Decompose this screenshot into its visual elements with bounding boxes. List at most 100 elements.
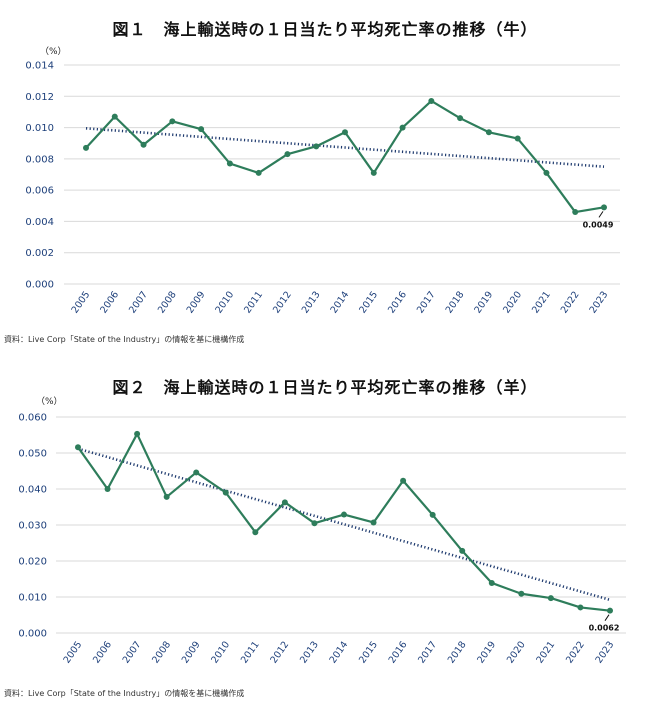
data-point [134, 430, 141, 437]
data-point [83, 144, 89, 151]
data-point [459, 547, 466, 554]
y-tick-label: 0.006 [25, 186, 54, 197]
data-point [255, 169, 262, 176]
data-point [226, 160, 233, 167]
x-tick-label: 2008 [156, 289, 179, 315]
y-tick-label: 0.010 [25, 123, 54, 134]
data-point [400, 477, 407, 484]
data-point [75, 444, 81, 451]
chart-title: 図２ 海上輸送時の１日当たり平均死亡率の推移（羊） [112, 378, 538, 397]
data-point [198, 126, 205, 133]
y-tick-label: 0.008 [25, 154, 54, 165]
x-tick-label: 2008 [150, 639, 173, 665]
x-tick-label: 2018 [446, 639, 469, 665]
x-tick-label: 2020 [505, 639, 528, 665]
data-point [514, 135, 521, 142]
trend-line [85, 127, 605, 168]
y-tick-label: 0.004 [25, 217, 54, 228]
x-tick-label: 2022 [559, 289, 582, 315]
chart-title: 図１ 海上輸送時の１日当たり平均死亡率の推移（牛） [112, 20, 538, 39]
data-point [572, 209, 579, 216]
x-tick-label: 2011 [242, 289, 265, 315]
data-point [169, 118, 176, 125]
x-tick-label: 2012 [268, 639, 291, 665]
end-label-leader [604, 614, 610, 621]
data-point [547, 595, 554, 602]
x-tick-label: 2009 [185, 289, 208, 315]
data-point [543, 169, 550, 176]
x-tick-label: 2021 [534, 639, 557, 665]
source-note: 資料：Live Corp「State of the Industry」の情報を基… [4, 689, 245, 698]
y-tick-label: 0.060 [18, 413, 47, 424]
data-point [518, 590, 525, 597]
x-tick-label: 2019 [472, 289, 495, 315]
x-tick-label: 2015 [357, 639, 380, 665]
x-tick-label: 2013 [300, 289, 323, 315]
data-point [104, 486, 111, 492]
data-point [399, 124, 406, 131]
y-tick-label: 0.040 [18, 485, 47, 496]
y-tick-label: 0.000 [25, 280, 54, 291]
y-tick-label: 0.002 [25, 248, 54, 259]
x-tick-label: 2014 [328, 639, 351, 665]
data-point [577, 604, 584, 611]
data-point [429, 511, 436, 518]
data-point [311, 520, 318, 527]
x-tick-label: 2016 [386, 289, 409, 315]
end-value-label: 0.0062 [589, 624, 620, 633]
data-point [111, 113, 118, 120]
x-tick-label: 2023 [588, 289, 611, 315]
end-value-label: 0.0049 [583, 220, 614, 229]
data-point [284, 151, 291, 158]
x-tick-label: 2018 [444, 289, 467, 315]
x-tick-label: 2009 [180, 639, 203, 665]
x-tick-label: 2011 [239, 639, 262, 665]
x-tick-label: 2007 [121, 639, 144, 665]
x-tick-label: 2014 [329, 289, 352, 315]
series-line [85, 99, 605, 214]
data-point [342, 129, 348, 136]
y-unit-label: （%） [36, 397, 63, 407]
data-point [370, 519, 377, 526]
data-point [281, 499, 288, 506]
y-tick-label: 0.014 [25, 61, 54, 72]
data-point [457, 115, 464, 122]
data-point [222, 489, 229, 496]
chart-sheep: 図２ 海上輸送時の１日当たり平均死亡率の推移（羊） （%） 0.000 0.010… [0, 352, 650, 704]
data-point [428, 97, 435, 104]
x-tick-label: 2019 [475, 639, 498, 665]
x-tick-label: 2017 [416, 639, 439, 665]
chart-plot: 0.000 0.002 0.004 0.006 0.008 0.010 0.012 0.014… [25, 61, 620, 316]
y-tick-label: 0.030 [18, 521, 47, 532]
x-tick-label: 2006 [91, 639, 114, 665]
x-tick-label: 2017 [415, 289, 438, 315]
x-tick-label: 2020 [501, 289, 524, 315]
data-point [313, 143, 320, 150]
y-unit-label: （%） [40, 47, 67, 57]
series-line [77, 432, 611, 612]
x-tick-label: 2023 [594, 639, 617, 665]
x-tick-label: 2005 [70, 289, 93, 315]
data-point [252, 529, 259, 536]
x-tick-label: 2006 [98, 289, 121, 315]
y-tick-label: 0.010 [18, 593, 47, 604]
end-label-leader [598, 211, 604, 218]
y-tick-label: 0.020 [18, 557, 47, 568]
x-tick-label: 2022 [564, 639, 587, 665]
y-tick-label: 0.050 [18, 449, 47, 460]
data-point [163, 493, 170, 500]
y-tick-label: 0.012 [25, 92, 54, 103]
source-note: 資料：Live Corp「State of the Industry」の情報を基… [4, 335, 245, 344]
data-point [341, 511, 347, 518]
x-tick-label: 2015 [357, 289, 380, 315]
x-tick-label: 2005 [62, 639, 85, 665]
data-point [485, 129, 492, 136]
y-tick-label: 0.000 [18, 629, 47, 640]
trend-line [77, 447, 611, 602]
data-point [193, 469, 200, 476]
x-tick-label: 2012 [271, 289, 294, 315]
data-point [601, 204, 607, 211]
x-tick-label: 2010 [209, 639, 232, 665]
x-tick-label: 2016 [387, 639, 410, 665]
data-point [370, 169, 377, 176]
